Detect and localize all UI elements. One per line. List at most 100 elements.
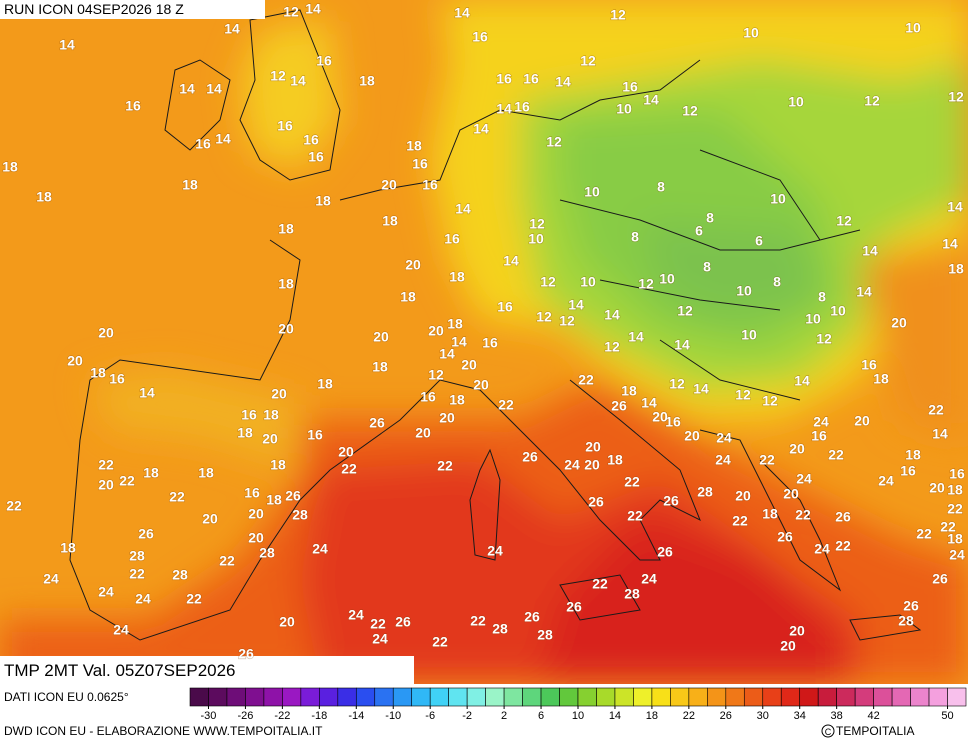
temperature-labels: 12 14 14 12 14 14 16 10 10 16 12 18 12 14 14 14 16 16 14 16… — [2, 0, 966, 662]
temperature-label: 18 — [198, 465, 214, 481]
temperature-label: 18 — [266, 492, 282, 508]
temperature-label: 28 — [259, 545, 275, 561]
temperature-label: 22 — [219, 553, 235, 569]
temperature-label: 12 — [735, 387, 751, 403]
temperature-label: 28 — [492, 621, 508, 637]
temperature-label: 28 — [172, 567, 188, 583]
temperature-label: 12 — [682, 103, 698, 119]
temperature-label: 18 — [237, 425, 253, 441]
temperature-label: 20 — [278, 321, 294, 337]
temperature-label: 20 — [373, 329, 389, 345]
colorbar-swatch — [817, 687, 837, 707]
temperature-label: 28 — [624, 586, 640, 602]
colorbar-tick-label: -6 — [425, 710, 435, 722]
temperature-label: 18 — [873, 371, 889, 387]
temperature-label: 16 — [277, 118, 293, 134]
temperature-label: 20 — [684, 428, 700, 444]
temperature-label: 10 — [528, 231, 544, 247]
temperature-label: 20 — [248, 506, 264, 522]
colorbar-tick-label: -22 — [274, 710, 290, 722]
temperature-label: 16 — [125, 98, 141, 114]
temperature-label: 12 — [677, 303, 693, 319]
temperature-label: 10 — [805, 311, 821, 327]
temperature-label: 18 — [278, 276, 294, 292]
temperature-label: 14 — [641, 395, 657, 411]
data-source: DATI ICON EU 0.0625° — [4, 690, 129, 704]
temperature-label: 6 — [695, 223, 703, 239]
temperature-label: 12 — [529, 216, 545, 232]
temperature-label: 14 — [932, 426, 948, 442]
temperature-label: 20 — [67, 353, 83, 369]
colorbar-swatch — [614, 687, 634, 707]
credit: DWD ICON EU - ELABORAZIONE WWW.TEMPOITAL… — [4, 724, 323, 738]
temperature-label: 26 — [524, 609, 540, 625]
temperature-label: 16 — [420, 389, 436, 405]
colorbar-tick-label: -18 — [311, 710, 327, 722]
temperature-label: 26 — [932, 571, 948, 587]
temperature-label: 18 — [270, 457, 286, 473]
temperature-label: 18 — [621, 383, 637, 399]
temperature-label: 16 — [482, 335, 498, 351]
colorbar-swatch — [799, 687, 819, 707]
temperature-label: 26 — [835, 509, 851, 525]
temperature-label: 22 — [470, 613, 486, 629]
temperature-label: 14 — [942, 236, 958, 252]
temperature-label: 20 — [789, 441, 805, 457]
temperature-label: 22 — [498, 397, 514, 413]
colorbar-tick-label: 22 — [683, 710, 695, 722]
colorbar-swatch — [448, 687, 468, 707]
temperature-label: 16 — [412, 156, 428, 172]
temperature-label: 14 — [947, 199, 963, 215]
temperature-label: 16 — [109, 371, 125, 387]
temperature-label: 22 — [928, 402, 944, 418]
temperature-label: 16 — [307, 427, 323, 443]
temperature-label: 14 — [693, 381, 709, 397]
colorbar-swatch — [337, 687, 357, 707]
temperature-field — [0, 0, 968, 684]
temperature-label: 12 — [270, 68, 286, 84]
colorbar-swatch — [577, 687, 597, 707]
colorbar-tick-label: -10 — [385, 710, 401, 722]
colorbar-tick-label: -2 — [462, 710, 472, 722]
colorbar-swatch — [503, 687, 523, 707]
temperature-label: 24 — [43, 571, 59, 587]
temperature-label: 22 — [6, 498, 22, 514]
temperature-label: 18 — [947, 482, 963, 498]
temperature-label: 20 — [854, 413, 870, 429]
temperature-label: 18 — [400, 289, 416, 305]
temperature-label: 22 — [732, 513, 748, 529]
temperature-label: 18 — [406, 138, 422, 154]
temperature-label: 12 — [428, 367, 444, 383]
temperature-label: 20 — [338, 444, 354, 460]
map-title: TMP 2MT Val. 05Z07SEP2026 — [4, 661, 236, 680]
temperature-label: 22 — [129, 566, 145, 582]
colorbar-swatch — [743, 687, 764, 707]
temperature-label: 16 — [949, 466, 965, 482]
colorbar-tick-label: 2 — [501, 710, 507, 722]
temperature-label: 16 — [811, 428, 827, 444]
temperature-label: 20 — [891, 315, 907, 331]
colorbar-swatch — [559, 687, 579, 707]
temperature-label: 14 — [454, 5, 470, 21]
temperature-label: 22 — [759, 452, 775, 468]
temperature-label: 14 — [59, 37, 75, 53]
run-box — [0, 0, 265, 19]
temperature-label: 8 — [706, 210, 714, 226]
colorbar-swatch — [189, 687, 209, 707]
temperature-label: 24 — [878, 473, 894, 489]
temperature-label: 14 — [862, 243, 878, 259]
temperature-label: 14 — [643, 92, 659, 108]
temperature-label: 10 — [584, 184, 600, 200]
temperature-label: 16 — [622, 79, 638, 95]
temperature-label: 22 — [627, 508, 643, 524]
temperature-label: 24 — [949, 547, 965, 563]
colorbar-swatch — [374, 687, 394, 707]
temperature-label: 18 — [762, 506, 778, 522]
colorbar-swatch — [540, 687, 560, 707]
temperature-label: 26 — [285, 488, 301, 504]
temperature-label: 22 — [947, 501, 963, 517]
temperature-label: 14 — [568, 297, 584, 313]
temperature-label: 20 — [271, 386, 287, 402]
temperature-label: 18 — [449, 392, 465, 408]
temperature-label: 18 — [60, 540, 76, 556]
